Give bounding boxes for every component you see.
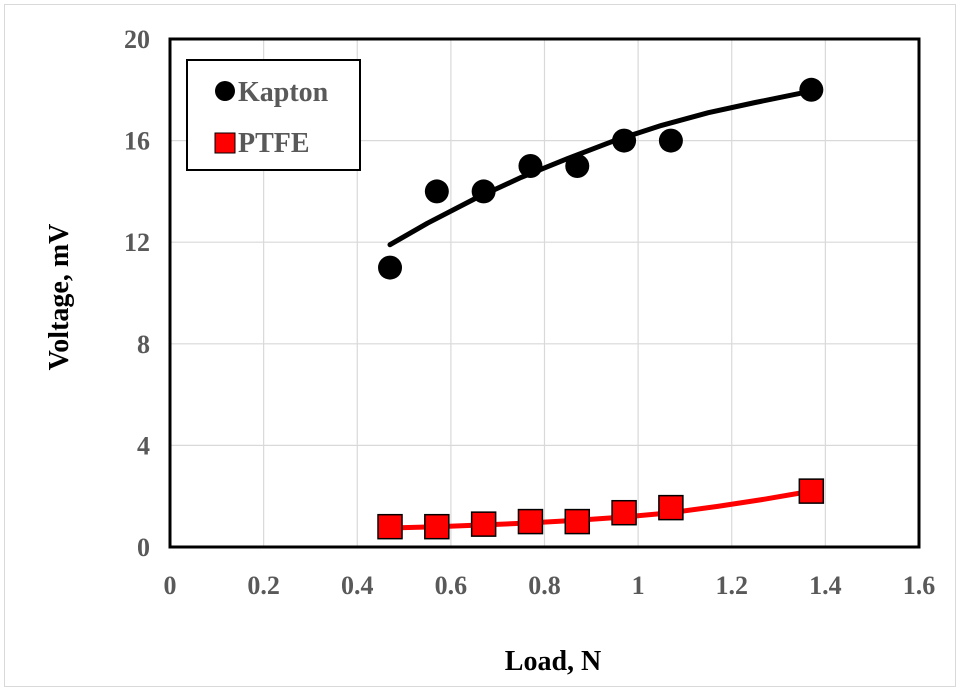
plot-area-border — [168, 37, 921, 549]
y-tick-label: 16 — [124, 127, 150, 156]
data-point-ptfe — [611, 499, 637, 526]
x-tick-label: 1.2 — [716, 571, 749, 600]
legend-marker-kapton — [215, 81, 235, 101]
data-point-ptfe — [658, 494, 684, 521]
y-tick-label: 20 — [124, 25, 150, 54]
x-tick-label: 1 — [632, 571, 645, 600]
data-point-ptfe — [470, 511, 497, 537]
x-tick-label: 1.6 — [903, 571, 936, 600]
data-point-ptfe — [377, 513, 403, 540]
y-tick-label: 4 — [137, 431, 150, 460]
x-tick-label: 0.4 — [341, 571, 374, 600]
data-point-ptfe — [798, 478, 825, 504]
data-point-ptfe — [517, 508, 544, 535]
y-tick-label: 8 — [137, 330, 150, 359]
legend: Kapton PTFE — [186, 59, 361, 171]
trendline-kapton — [387, 88, 814, 248]
x-axis-title: Load, N — [505, 646, 601, 677]
trendline-ptfe — [387, 488, 814, 531]
legend-label-ptfe: PTFE — [238, 128, 310, 159]
x-tick-label: 0.6 — [435, 571, 468, 600]
x-tick-label: 0 — [164, 571, 177, 600]
data-point-kapton — [799, 77, 824, 102]
data-point-kapton — [518, 154, 543, 178]
data-point-ptfe — [424, 513, 450, 540]
data-point-ptfe — [564, 508, 591, 535]
data-point-kapton — [378, 255, 403, 280]
chart-outer-frame — [4, 4, 956, 687]
legend-label-kapton: Kapton — [238, 77, 329, 108]
x-tick-label: 0.2 — [247, 571, 280, 600]
x-tick-label: 1.4 — [809, 571, 842, 600]
y-tick-label: 12 — [124, 228, 150, 257]
legend-marker-ptfe — [214, 132, 236, 154]
data-point-kapton — [565, 154, 590, 178]
tick-labels: 0 0.2 0.4 0.6 0.8 1 1.2 1.4 1.6 0 4 8 12 16 20 — [124, 25, 935, 600]
y-axis-title: Voltage, mV — [44, 224, 75, 371]
data-point-kapton — [658, 128, 683, 153]
series-layer — [377, 77, 825, 540]
data-point-kapton — [471, 179, 496, 204]
data-point-kapton — [424, 179, 449, 204]
data-point-kapton — [612, 128, 637, 153]
x-tick-label: 0.8 — [528, 571, 561, 600]
y-tick-label: 0 — [137, 533, 150, 562]
